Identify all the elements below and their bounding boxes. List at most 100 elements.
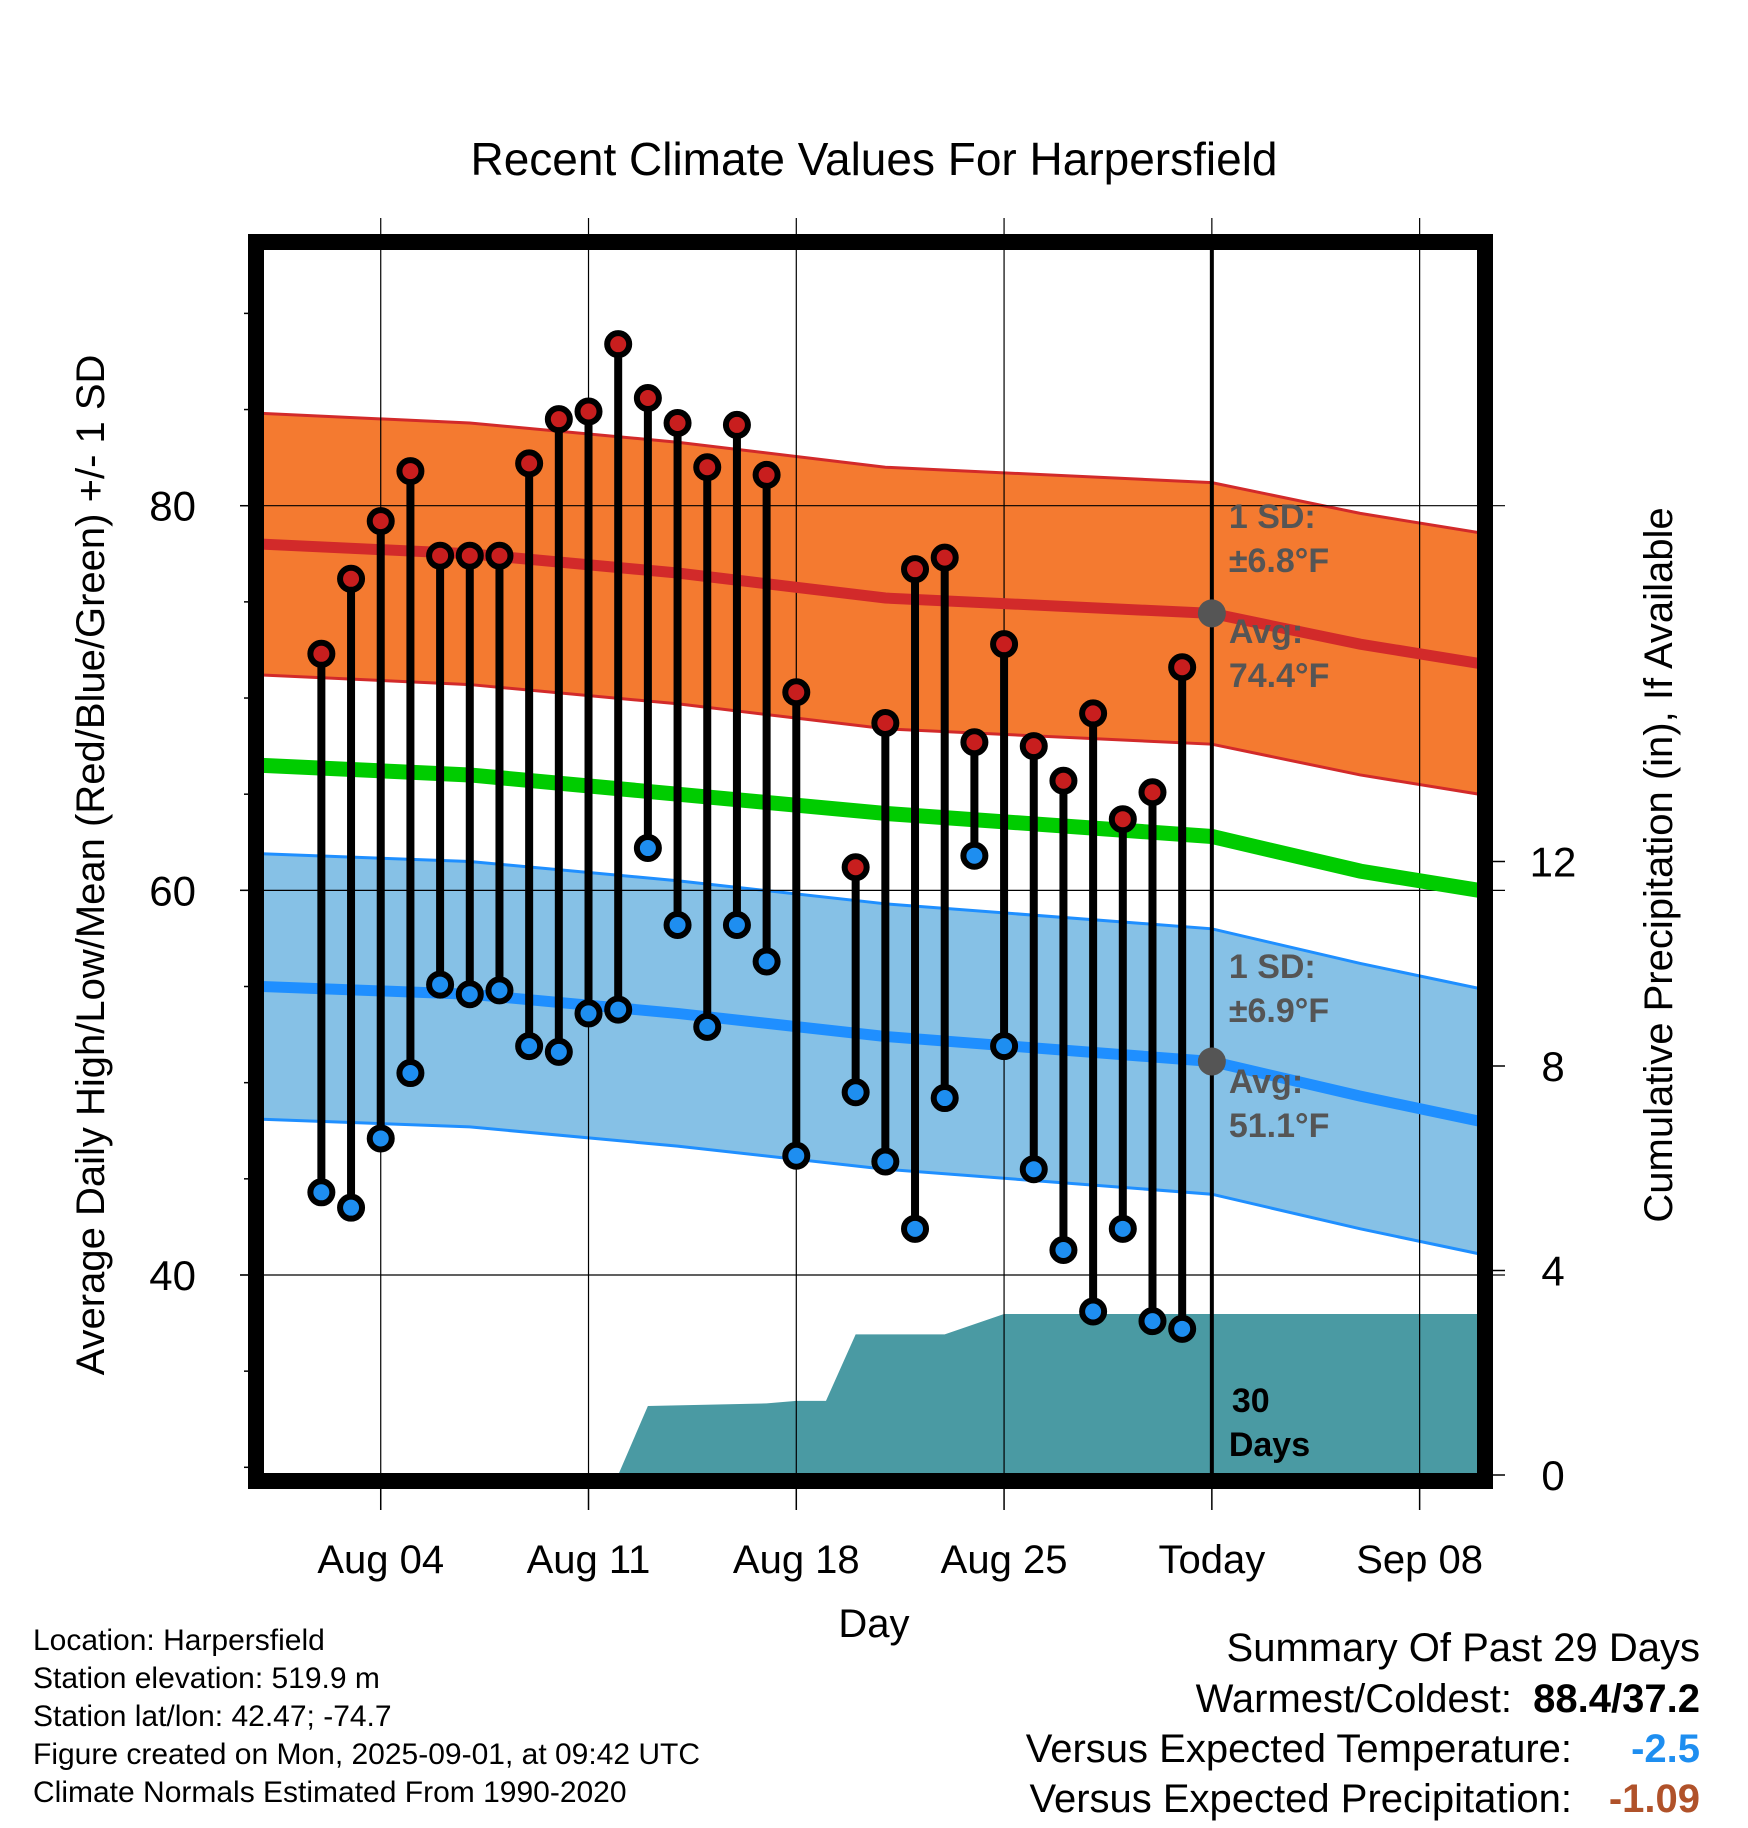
daily-high-point xyxy=(1049,766,1078,795)
daily-low-point xyxy=(574,999,603,1028)
daily-low-point xyxy=(1108,1214,1137,1243)
location-text: Location: Harpersfield xyxy=(33,1624,325,1657)
high-sd-value: ±6.8°F xyxy=(1229,542,1329,580)
x-tick-label: Today xyxy=(1158,1538,1265,1582)
latlon-text: Station lat/lon: 42.47; -74.7 xyxy=(33,1700,392,1733)
x-tick-label: Sep 08 xyxy=(1356,1538,1483,1582)
daily-low-point xyxy=(426,970,455,999)
daily-high-point xyxy=(722,410,751,439)
daily-low-point xyxy=(366,1124,395,1153)
normals-text: Climate Normals Estimated From 1990-2020 xyxy=(33,1776,627,1809)
summary-title: Summary Of Past 29 Days xyxy=(1226,1626,1700,1670)
x-axis-label: Day xyxy=(838,1602,909,1646)
daily-low-point xyxy=(841,1078,870,1107)
daily-low-point xyxy=(752,947,781,976)
daily-low-point xyxy=(1168,1314,1197,1343)
high-avg-value: 74.4°F xyxy=(1229,657,1330,695)
plot-area: 1 SD: ±6.8°F Avg: 74.4°F 1 SD: ±6.9°F Avg: 51.1… xyxy=(149,218,1576,1582)
warm-cold-label: Warmest/Coldest: xyxy=(1195,1677,1512,1721)
high-sd-label: 1 SD: xyxy=(1229,498,1316,536)
daily-high-point xyxy=(426,541,455,570)
elevation-text: Station elevation: 519.9 m xyxy=(33,1662,380,1695)
today-low-normal-marker xyxy=(1197,1047,1226,1076)
daily-low-point xyxy=(901,1214,930,1243)
summary-precipitation: Versus Expected Precipitation: -1.09 xyxy=(1026,1774,1700,1824)
summary-warm-cold: Warmest/Coldest: 88.4/37.2 xyxy=(1026,1674,1700,1724)
daily-high-point xyxy=(1108,805,1137,834)
daily-high-point xyxy=(366,507,395,536)
daily-low-point xyxy=(990,1032,1019,1061)
daily-low-point xyxy=(1079,1297,1108,1326)
x-tick-label: Aug 25 xyxy=(941,1538,1068,1582)
daily-high-point xyxy=(574,397,603,426)
y-tick-label: 60 xyxy=(149,867,196,914)
y-axis-label: Average Daily High/Low/Mean (Red/Blue/Gr… xyxy=(69,355,113,1376)
daily-low-point xyxy=(871,1147,900,1176)
daily-high-point xyxy=(663,409,692,438)
summary-temperature: Versus Expected Temperature: -2.5 xyxy=(1026,1724,1700,1774)
daily-high-point xyxy=(307,639,336,668)
today-high-normal-marker xyxy=(1197,599,1226,628)
daily-low-point xyxy=(515,1032,544,1061)
daily-high-point xyxy=(990,630,1019,659)
low-avg-label: Avg: xyxy=(1229,1063,1303,1101)
daily-low-point xyxy=(722,910,751,939)
daily-high-point xyxy=(1079,699,1108,728)
daily-low-point xyxy=(485,976,514,1005)
daily-low-point xyxy=(693,1012,722,1041)
daily-low-point xyxy=(1019,1155,1048,1184)
high-avg-label: Avg: xyxy=(1229,613,1303,651)
high-sd-band xyxy=(262,411,1479,796)
low-avg-value: 51.1°F xyxy=(1229,1107,1330,1145)
daily-high-point xyxy=(693,453,722,482)
daily-low-point xyxy=(930,1084,959,1113)
daily-high-point xyxy=(396,457,425,486)
y2-tick-label: 8 xyxy=(1541,1043,1564,1090)
daily-high-point xyxy=(1138,778,1167,807)
daily-high-point xyxy=(515,449,544,478)
daily-high-point xyxy=(1168,653,1197,682)
precip-value: -1.09 xyxy=(1608,1777,1700,1821)
daily-high-point xyxy=(960,728,989,757)
daily-high-point xyxy=(337,564,366,593)
temp-label: Versus Expected Temperature: xyxy=(1025,1727,1572,1771)
daily-high-point xyxy=(752,460,781,489)
daily-high-point xyxy=(871,709,900,738)
daily-high-point xyxy=(455,541,484,570)
daily-low-point xyxy=(544,1037,573,1066)
precipitation-area xyxy=(618,1313,1479,1475)
daily-low-point xyxy=(455,980,484,1009)
daily-high-point xyxy=(1019,732,1048,761)
y2-tick-label: 0 xyxy=(1541,1452,1564,1499)
daily-high-point xyxy=(633,384,662,413)
x-tick-label: Aug 11 xyxy=(527,1538,651,1582)
daily-high-point xyxy=(841,853,870,882)
precip-label: Versus Expected Precipitation: xyxy=(1029,1777,1572,1821)
plot-frame xyxy=(248,234,1493,1489)
low-sd-value: ±6.9°F xyxy=(1229,992,1329,1030)
daily-high-point xyxy=(485,541,514,570)
y-tick-label: 40 xyxy=(149,1252,196,1299)
daily-high-point xyxy=(604,330,633,359)
x-tick-label: Aug 18 xyxy=(733,1538,860,1582)
daily-high-point xyxy=(930,543,959,572)
created-text: Figure created on Mon, 2025-09-01, at 09… xyxy=(33,1738,701,1771)
daily-low-point xyxy=(782,1141,811,1170)
daily-low-point xyxy=(663,910,692,939)
window-days-label: Days xyxy=(1229,1426,1310,1464)
daily-high-point xyxy=(782,678,811,707)
y2-tick-label: 12 xyxy=(1530,839,1577,886)
daily-low-point xyxy=(307,1178,336,1207)
window-days-number: 30 xyxy=(1232,1382,1270,1420)
x-tick-label: Aug 04 xyxy=(317,1538,444,1582)
daily-low-point xyxy=(337,1193,366,1222)
summary-panel: Summary Of Past 29 Days Warmest/Coldest:… xyxy=(1026,1622,1700,1824)
temp-value: -2.5 xyxy=(1631,1727,1700,1771)
y2-axis-label: Cumulative Precipitation (in), If Availa… xyxy=(1637,507,1681,1222)
y2-tick-label: 4 xyxy=(1541,1248,1564,1295)
station-info: Location: Harpersfield Station elevation… xyxy=(33,1622,700,1812)
daily-low-point xyxy=(1138,1307,1167,1336)
daily-low-point xyxy=(633,834,662,863)
chart-title: Recent Climate Values For Harpersfield xyxy=(470,133,1277,185)
